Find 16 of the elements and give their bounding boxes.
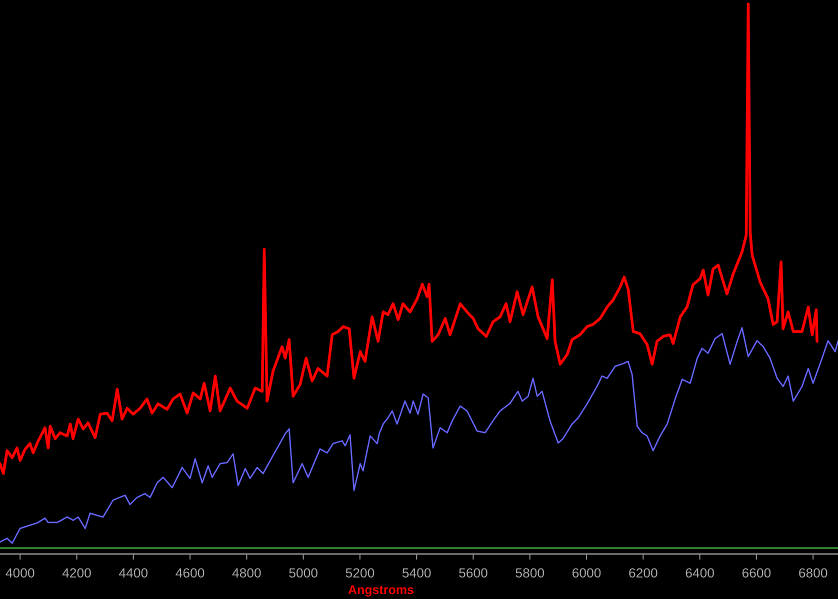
x-tick-label: 5800 xyxy=(516,568,544,578)
x-tick-label: 5600 xyxy=(459,568,488,578)
x-tick-label: 4400 xyxy=(119,568,148,578)
x-tick-label: 5000 xyxy=(289,568,318,578)
x-tick-label: 5200 xyxy=(346,568,374,578)
x-tick-label: 4800 xyxy=(232,568,261,578)
x-tick-label: 6800 xyxy=(799,568,828,578)
x-tick-label: 6000 xyxy=(572,568,601,578)
x-tick-label: 6400 xyxy=(686,568,714,578)
x-tick-label: 5400 xyxy=(402,568,431,578)
x-tick-label: 6200 xyxy=(629,568,658,578)
x-tick-label: 4200 xyxy=(62,568,91,578)
x-axis-title: Angstroms xyxy=(348,585,414,597)
x-tick-label: 4600 xyxy=(176,568,204,578)
x-tick-label: 4000 xyxy=(6,568,34,578)
x-tick-label: 6600 xyxy=(742,568,771,578)
